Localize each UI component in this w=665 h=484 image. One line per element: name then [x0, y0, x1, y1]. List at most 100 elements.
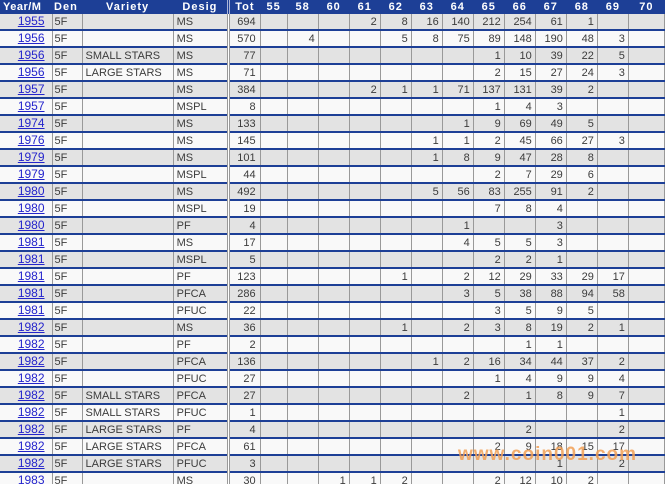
- grade-66-cell: 15: [504, 64, 536, 82]
- grade-62-cell: [380, 234, 412, 252]
- grade-68-cell: 9: [566, 370, 598, 388]
- grade-62-cell: [380, 421, 412, 439]
- table-row: 1981 5F PFCA 286 3 5 38 88 94 58: [0, 285, 665, 303]
- grade-69-cell: 17: [597, 438, 629, 456]
- year-link[interactable]: 1957: [17, 82, 45, 96]
- grade-66-cell: 38: [504, 285, 536, 303]
- total-cell: 123: [226, 268, 261, 286]
- grade-58-cell: [287, 149, 319, 167]
- year-link[interactable]: 1982: [17, 354, 45, 368]
- grade-65-cell: [473, 455, 505, 473]
- year-link[interactable]: 1979: [17, 167, 45, 181]
- grade-55-cell: [260, 47, 288, 65]
- desig-cell: MS: [173, 472, 229, 484]
- grade-61-cell: [349, 353, 381, 371]
- year-cell: 1982: [0, 455, 53, 473]
- grade-64-cell: [442, 472, 474, 484]
- desig-cell: PFCA: [173, 438, 229, 456]
- grade-55-cell: [260, 81, 288, 99]
- grade-55-cell: [260, 217, 288, 235]
- grade-63-cell: [411, 47, 443, 65]
- grade-67-cell: 39: [535, 81, 567, 99]
- grade-69-cell: 58: [597, 285, 629, 303]
- grade-63-cell: [411, 302, 443, 320]
- year-link[interactable]: 1974: [17, 116, 45, 130]
- year-link[interactable]: 1957: [17, 99, 45, 113]
- year-link[interactable]: 1982: [17, 371, 45, 385]
- grade-62-cell: [380, 149, 412, 167]
- grade-68-cell: 94: [566, 285, 598, 303]
- year-link[interactable]: 1980: [17, 201, 45, 215]
- year-link[interactable]: 1982: [17, 405, 45, 419]
- grade-64-cell: 71: [442, 81, 474, 99]
- den-cell: 5F: [52, 47, 83, 65]
- year-link[interactable]: 1981: [17, 286, 45, 300]
- year-link[interactable]: 1956: [17, 65, 45, 79]
- grade-67-cell: 18: [535, 438, 567, 456]
- variety-cell: SMALL STARS: [82, 387, 174, 405]
- grade-69-cell: [597, 183, 629, 201]
- den-cell: 5F: [52, 404, 83, 422]
- grade-70-cell: [628, 319, 665, 337]
- year-link[interactable]: 1981: [17, 269, 45, 283]
- grade-64-cell: 3: [442, 285, 474, 303]
- variety-cell: LARGE STARS: [82, 455, 174, 473]
- variety-cell: LARGE STARS: [82, 438, 174, 456]
- grade-68-cell: 37: [566, 353, 598, 371]
- den-cell: 5F: [52, 472, 83, 484]
- year-link[interactable]: 1981: [17, 252, 45, 266]
- year-link[interactable]: 1982: [17, 456, 45, 470]
- year-link[interactable]: 1956: [17, 31, 45, 45]
- year-link[interactable]: 1980: [17, 218, 45, 232]
- grade-67-cell: 44: [535, 353, 567, 371]
- year-link[interactable]: 1956: [17, 48, 45, 62]
- grade-62-cell: [380, 387, 412, 405]
- grade-58-cell: [287, 234, 319, 252]
- grade-65-cell: 2: [473, 64, 505, 82]
- desig-cell: MSPL: [173, 166, 229, 184]
- grade-70-cell: [628, 268, 665, 286]
- year-link[interactable]: 1979: [17, 150, 45, 164]
- column-header-desig: Desig: [173, 0, 229, 14]
- year-link[interactable]: 1982: [17, 439, 45, 453]
- grade-55-cell: [260, 14, 288, 31]
- grade-58-cell: [287, 98, 319, 116]
- year-link[interactable]: 1980: [17, 184, 45, 198]
- grade-55-cell: [260, 166, 288, 184]
- year-link[interactable]: 1976: [17, 133, 45, 147]
- year-link[interactable]: 1955: [17, 14, 45, 28]
- grade-66-cell: 255: [504, 183, 536, 201]
- year-link[interactable]: 1981: [17, 303, 45, 317]
- desig-cell: PF: [173, 217, 229, 235]
- year-link[interactable]: 1982: [17, 422, 45, 436]
- total-cell: 384: [226, 81, 261, 99]
- grade-66-cell: 9: [504, 438, 536, 456]
- grade-60-cell: [318, 64, 350, 82]
- desig-cell: MS: [173, 81, 229, 99]
- year-link[interactable]: 1982: [17, 320, 45, 334]
- year-link[interactable]: 1983: [17, 473, 45, 484]
- variety-cell: [82, 200, 174, 218]
- grade-64-cell: [442, 370, 474, 388]
- year-link[interactable]: 1981: [17, 235, 45, 249]
- den-cell: 5F: [52, 387, 83, 405]
- grade-67-cell: 29: [535, 166, 567, 184]
- grade-65-cell: [473, 404, 505, 422]
- grade-70-cell: [628, 47, 665, 65]
- variety-cell: [82, 30, 174, 48]
- desig-cell: MS: [173, 149, 229, 167]
- grade-67-cell: 91: [535, 183, 567, 201]
- grade-69-cell: 7: [597, 387, 629, 405]
- grade-60-cell: [318, 234, 350, 252]
- year-link[interactable]: 1982: [17, 337, 45, 351]
- grade-65-cell: 1: [473, 47, 505, 65]
- desig-cell: MS: [173, 132, 229, 150]
- grade-65-cell: 2: [473, 166, 505, 184]
- grade-60-cell: [318, 217, 350, 235]
- grade-66-cell: 8: [504, 200, 536, 218]
- variety-cell: [82, 98, 174, 116]
- grade-64-cell: [442, 98, 474, 116]
- year-link[interactable]: 1982: [17, 388, 45, 402]
- grade-70-cell: [628, 421, 665, 439]
- grade-70-cell: [628, 64, 665, 82]
